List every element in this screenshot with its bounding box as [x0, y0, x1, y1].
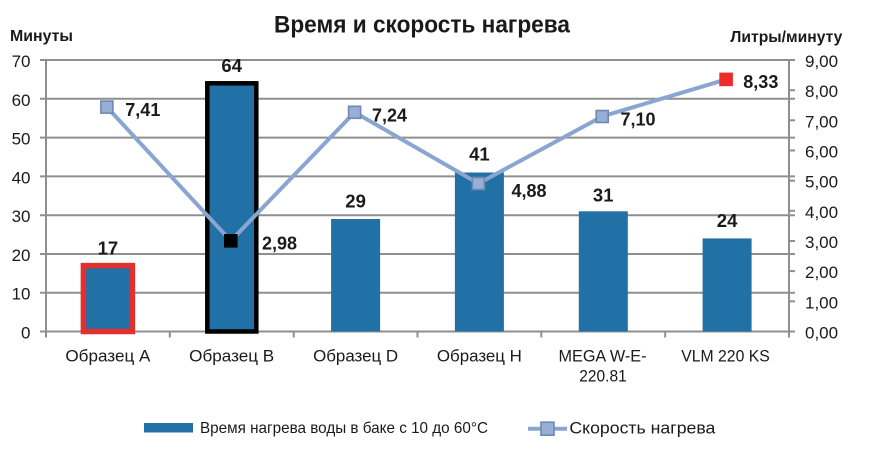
svg-text:Время нагрева воды в баке с 10: Время нагрева воды в баке с 10 до 60°C — [200, 420, 488, 437]
svg-text:2,00: 2,00 — [805, 263, 838, 282]
svg-text:Образец H: Образец H — [437, 348, 522, 366]
svg-text:VLM 220 KS: VLM 220 KS — [681, 348, 770, 366]
svg-text:Скорость нагрева: Скорость нагрева — [569, 420, 716, 438]
svg-text:31: 31 — [593, 184, 614, 205]
svg-text:40: 40 — [12, 168, 31, 187]
svg-text:MEGA W-E-: MEGA W-E- — [559, 348, 647, 366]
svg-text:1,00: 1,00 — [805, 293, 838, 312]
svg-text:10: 10 — [12, 285, 31, 304]
svg-text:Литры/минуту: Литры/минуту — [730, 29, 842, 46]
svg-text:41: 41 — [469, 144, 490, 165]
svg-text:17: 17 — [98, 238, 119, 259]
svg-text:60: 60 — [12, 91, 31, 110]
svg-text:4,00: 4,00 — [805, 203, 838, 222]
svg-text:3,00: 3,00 — [805, 233, 838, 252]
svg-text:64: 64 — [221, 55, 242, 76]
svg-text:29: 29 — [345, 191, 366, 212]
svg-text:70: 70 — [12, 52, 31, 71]
svg-text:6,00: 6,00 — [805, 143, 838, 162]
svg-text:7,10: 7,10 — [621, 109, 656, 129]
svg-text:5,00: 5,00 — [805, 173, 838, 192]
svg-text:220.81: 220.81 — [579, 368, 627, 386]
svg-text:4,88: 4,88 — [512, 181, 547, 201]
svg-text:20: 20 — [12, 246, 31, 265]
svg-text:Образец D: Образец D — [313, 348, 398, 366]
svg-text:8,33: 8,33 — [743, 72, 778, 92]
svg-text:0,00: 0,00 — [805, 324, 838, 343]
svg-text:50: 50 — [12, 130, 31, 149]
svg-text:7,41: 7,41 — [125, 100, 160, 120]
svg-text:0: 0 — [21, 324, 30, 343]
svg-text:Образец A: Образец A — [65, 348, 150, 366]
svg-text:9,00: 9,00 — [805, 52, 838, 71]
svg-text:7,00: 7,00 — [805, 112, 838, 131]
svg-text:24: 24 — [717, 210, 738, 231]
svg-text:Время и скорость нагрева: Время и скорость нагрева — [274, 12, 570, 39]
svg-text:30: 30 — [12, 207, 31, 226]
svg-text:Минуты: Минуты — [10, 28, 73, 45]
svg-text:Образец B: Образец B — [189, 348, 274, 366]
svg-text:2,98: 2,98 — [262, 234, 297, 254]
svg-text:7,24: 7,24 — [372, 106, 407, 126]
svg-text:8,00: 8,00 — [805, 82, 838, 101]
